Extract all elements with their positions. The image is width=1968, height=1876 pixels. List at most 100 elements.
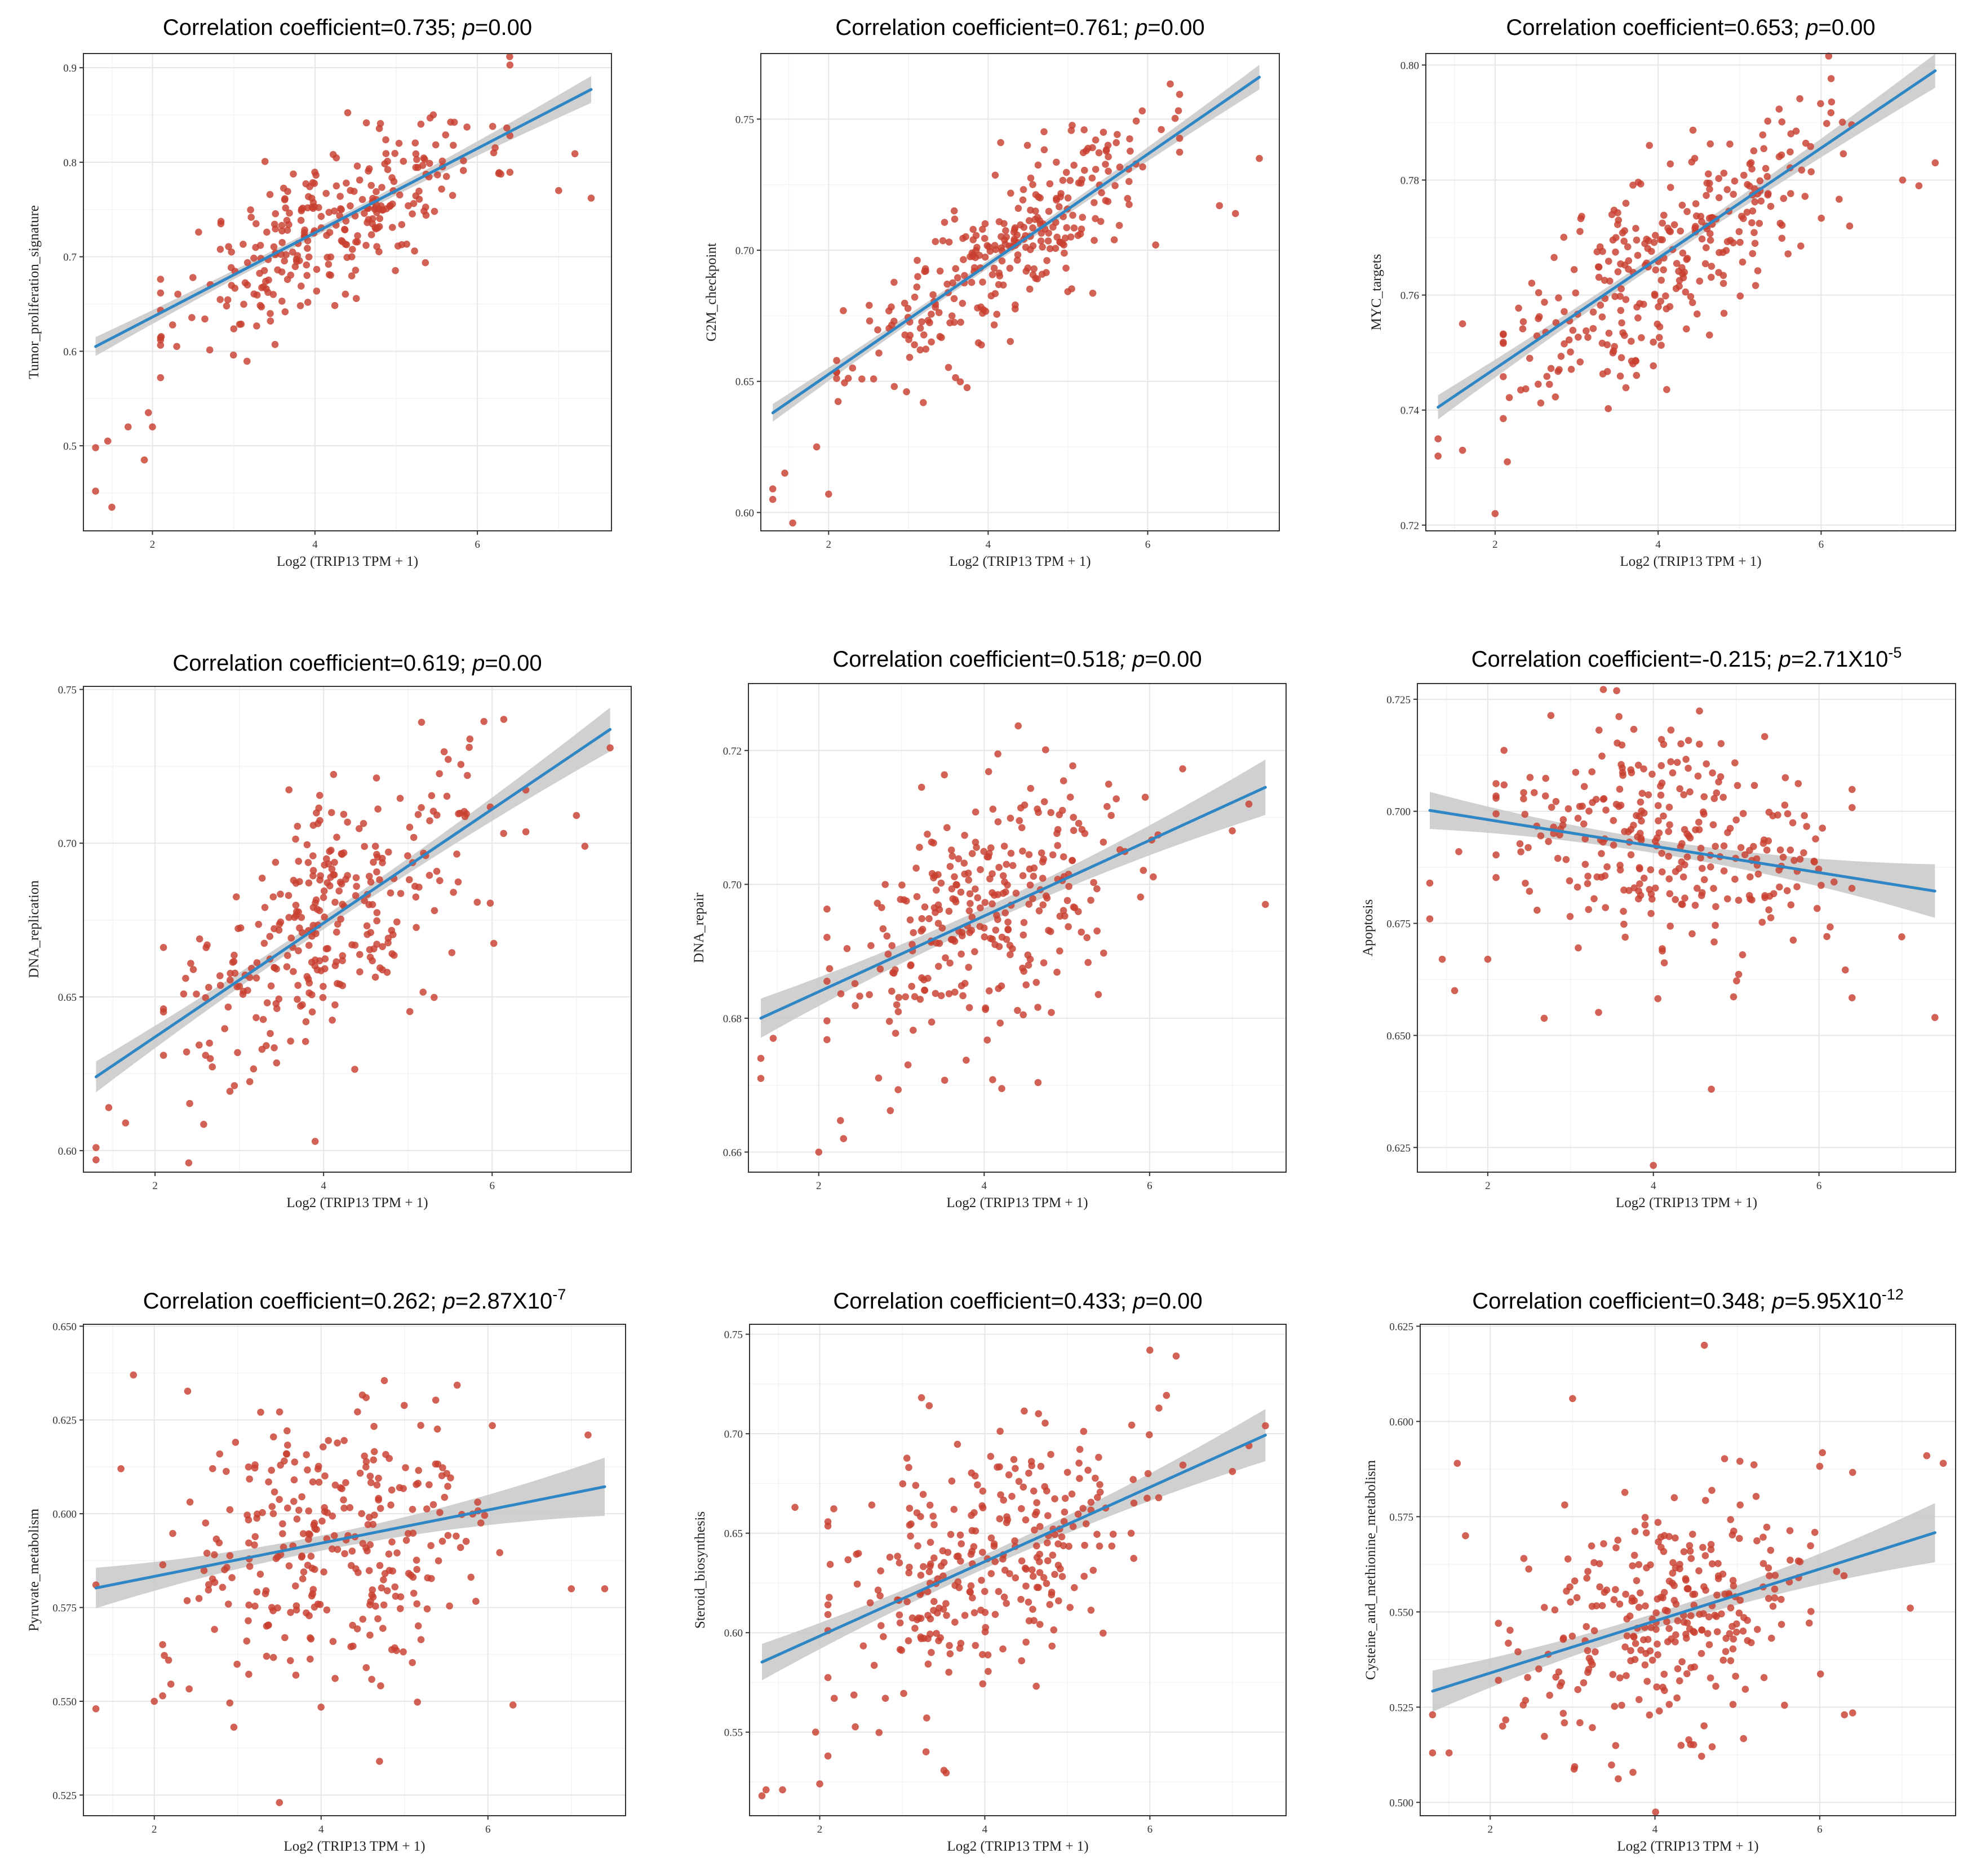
data-point	[366, 1541, 374, 1549]
data-point	[1696, 1611, 1703, 1618]
data-point	[1042, 746, 1049, 753]
data-point	[417, 1636, 425, 1643]
data-point	[1061, 249, 1068, 257]
data-point	[1698, 218, 1705, 225]
confidence-band	[1432, 1503, 1935, 1712]
data-point	[285, 786, 292, 793]
data-point	[271, 341, 279, 348]
data-point	[431, 994, 438, 1001]
data-point	[1619, 771, 1626, 779]
data-point	[336, 212, 343, 219]
data-point	[1750, 229, 1758, 237]
data-point	[224, 296, 232, 304]
data-point	[1601, 277, 1608, 284]
data-point	[422, 259, 429, 267]
data-point	[1115, 221, 1123, 229]
data-point	[1724, 895, 1731, 903]
data-point	[1637, 830, 1644, 837]
data-point	[1025, 851, 1033, 858]
data-point	[1076, 1445, 1084, 1453]
data-point	[202, 944, 210, 951]
data-point	[946, 959, 954, 967]
data-point	[243, 1637, 251, 1645]
data-point	[305, 1507, 312, 1515]
data-point	[342, 1479, 349, 1487]
data-point	[1657, 277, 1665, 284]
data-point	[364, 931, 371, 938]
y-tick-label: 0.600	[1389, 1416, 1413, 1428]
data-point	[359, 1540, 367, 1547]
data-point	[1022, 1582, 1030, 1590]
data-point	[1686, 788, 1694, 796]
data-point	[1848, 885, 1856, 892]
data-point	[1680, 791, 1687, 799]
chart-title: Correlation coefficient=0.761; p=0.00	[835, 15, 1204, 40]
data-point	[1787, 901, 1795, 908]
data-point	[874, 326, 881, 334]
data-point	[1007, 189, 1014, 197]
data-point	[413, 156, 420, 163]
data-point	[1141, 793, 1149, 801]
data-point	[252, 220, 260, 228]
data-point	[1700, 876, 1708, 884]
data-point	[316, 792, 323, 799]
data-point	[910, 929, 917, 937]
data-point	[955, 855, 963, 863]
data-point	[331, 898, 339, 906]
data-point	[1130, 1555, 1137, 1562]
data-point	[1612, 249, 1619, 256]
data-point	[367, 1479, 375, 1487]
data-point	[1696, 277, 1704, 285]
data-point	[432, 1396, 440, 1404]
data-point	[1655, 817, 1662, 824]
data-point	[920, 1563, 927, 1571]
data-point	[1709, 821, 1717, 828]
data-point	[189, 274, 197, 281]
data-point	[918, 318, 925, 326]
data-point	[320, 1568, 327, 1576]
data-point	[1787, 190, 1794, 197]
data-point	[1662, 292, 1669, 300]
data-point	[1769, 812, 1776, 819]
data-point	[1608, 1761, 1615, 1769]
regression-line	[94, 88, 593, 348]
data-point	[283, 963, 291, 970]
data-point	[968, 1511, 975, 1519]
data-point	[195, 1595, 203, 1602]
data-point	[1683, 325, 1690, 332]
data-point	[434, 171, 441, 179]
data-point	[1016, 817, 1023, 824]
data-point	[428, 792, 436, 800]
data-point	[364, 1547, 371, 1555]
data-point	[92, 1144, 100, 1151]
data-point	[1068, 1490, 1076, 1498]
data-point	[292, 835, 299, 843]
data-point	[1083, 934, 1091, 942]
data-point	[1018, 1657, 1025, 1665]
data-point	[453, 850, 460, 858]
data-point	[1623, 1672, 1630, 1679]
data-point	[278, 298, 286, 305]
data-point	[1525, 1565, 1532, 1573]
data-point	[1683, 1670, 1691, 1678]
data-point	[1589, 325, 1597, 332]
data-point	[269, 893, 277, 901]
data-point	[1708, 1085, 1715, 1093]
data-point	[362, 119, 370, 127]
data-point	[1462, 1532, 1469, 1540]
data-point	[1734, 782, 1741, 790]
data-point	[1727, 1516, 1734, 1523]
data-point	[159, 1561, 167, 1569]
y-tick-label: 0.70	[724, 1429, 743, 1440]
data-point	[1765, 1595, 1772, 1602]
confidence-band	[761, 759, 1266, 1038]
data-point	[1627, 851, 1635, 859]
data-point	[903, 1454, 911, 1462]
data-point	[1687, 1555, 1695, 1562]
data-point	[990, 321, 998, 329]
y-tick-label: 0.65	[58, 992, 77, 1004]
data-point	[1759, 1560, 1767, 1567]
data-point	[419, 162, 427, 169]
data-point	[1660, 740, 1668, 748]
data-point	[1691, 224, 1699, 232]
